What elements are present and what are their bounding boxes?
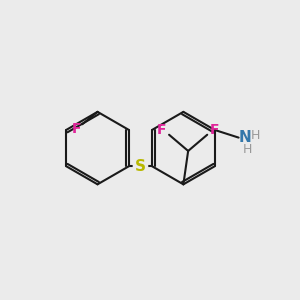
- Text: H: H: [251, 129, 260, 142]
- Text: S: S: [135, 159, 146, 174]
- Text: F: F: [72, 122, 81, 136]
- Text: F: F: [210, 123, 220, 137]
- Text: F: F: [157, 123, 166, 137]
- Text: H: H: [242, 142, 252, 155]
- Text: N: N: [239, 130, 252, 145]
